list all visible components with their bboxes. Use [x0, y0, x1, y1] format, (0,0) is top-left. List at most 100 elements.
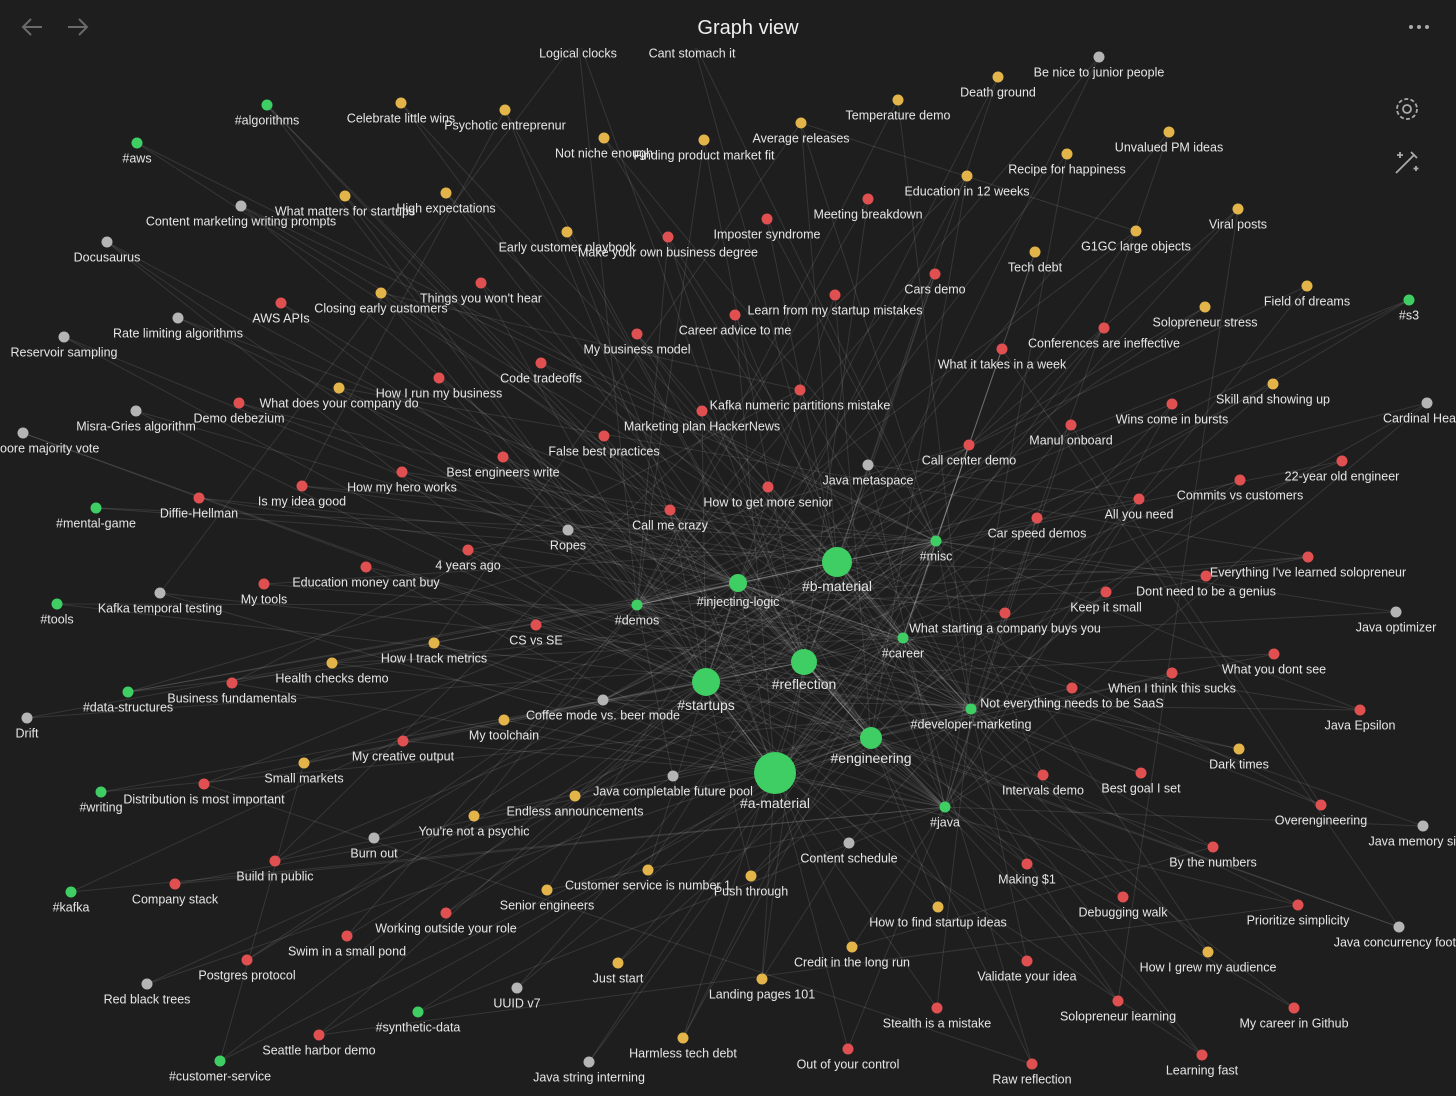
edge	[1117, 208, 1239, 1002]
edge	[705, 479, 1241, 683]
graph-node	[999, 607, 1011, 619]
graph-node	[269, 855, 281, 867]
back-button[interactable]	[21, 18, 42, 36]
edge	[737, 153, 1068, 584]
graph-node	[1421, 397, 1433, 409]
edge	[127, 561, 838, 693]
edge	[737, 582, 1006, 614]
node-label: Content schedule	[800, 852, 897, 866]
node-label: Kafka numeric partitions mistake	[710, 399, 891, 413]
graph-node	[541, 884, 553, 896]
edge	[373, 582, 739, 839]
node-label: Out of your control	[797, 1058, 900, 1072]
edge	[331, 637, 904, 664]
edge	[274, 681, 707, 862]
edge	[851, 806, 946, 948]
edge	[944, 517, 1038, 808]
edge	[503, 661, 805, 721]
node-label: Not everything needs to be SaaS	[980, 697, 1163, 711]
edge	[705, 653, 1275, 683]
edge	[705, 582, 739, 683]
graph-node	[499, 104, 511, 116]
node-label: 4 years ago	[435, 559, 500, 573]
more-button[interactable]	[1409, 25, 1429, 29]
node-label: #synthetic-data	[376, 1021, 461, 1035]
edge	[800, 122, 937, 542]
edge	[263, 540, 937, 585]
edge	[318, 904, 1299, 1036]
edge	[870, 383, 1274, 739]
edge	[944, 153, 1068, 808]
header-title: Graph view	[697, 17, 799, 39]
node-label: #developer-marketing	[911, 718, 1032, 732]
node-label: #tools	[40, 613, 73, 627]
node-label: Marketing plan HackerNews	[624, 420, 780, 434]
graph-node	[428, 637, 440, 649]
graph-node	[692, 668, 720, 696]
edge	[636, 236, 669, 606]
edge	[944, 402, 1428, 808]
graph-node	[930, 535, 942, 547]
graph-node	[1288, 1002, 1300, 1014]
graph-node	[1065, 419, 1077, 431]
node-label: Solopreneur learning	[1060, 1010, 1176, 1024]
node-label: Unvalued PM ideas	[1115, 141, 1223, 155]
edge	[774, 772, 1299, 906]
edge	[380, 292, 972, 710]
graph-node	[562, 524, 574, 536]
edge	[902, 637, 1124, 898]
node-label: Cant stomach it	[649, 47, 736, 61]
node-label: By the numbers	[1169, 856, 1257, 870]
settings-button[interactable]	[1396, 98, 1418, 120]
node-label: #engineering	[831, 750, 912, 766]
graph-node	[842, 1043, 854, 1055]
edge	[56, 603, 638, 606]
edge	[870, 444, 970, 739]
edge	[761, 772, 776, 980]
graph-node	[1417, 820, 1429, 832]
graph-node	[396, 466, 408, 478]
node-label: Drift	[16, 727, 39, 741]
magic-wand-button[interactable]	[1395, 151, 1419, 174]
edge	[546, 806, 946, 891]
edge	[473, 604, 638, 817]
edge	[647, 561, 838, 871]
node-label: Push through	[714, 885, 788, 899]
graph-node	[440, 907, 452, 919]
node-label: Burn out	[350, 847, 398, 861]
edge	[438, 377, 805, 663]
edge	[774, 772, 1203, 1056]
graph-node	[1166, 398, 1178, 410]
edge	[944, 403, 1173, 808]
node-label: How to get more senior	[703, 496, 832, 510]
node-label: High expectations	[396, 202, 495, 216]
edge	[803, 556, 1309, 663]
edge	[365, 566, 776, 774]
node-label: Manul onboard	[1029, 434, 1112, 448]
edge	[803, 198, 869, 663]
edge	[667, 236, 972, 710]
edge	[705, 681, 1214, 848]
edge	[636, 402, 1428, 606]
edge	[22, 432, 707, 683]
edge	[836, 273, 936, 563]
forward-button[interactable]	[68, 18, 89, 36]
graph-node	[754, 752, 796, 794]
node-label: Things you won't hear	[420, 292, 542, 306]
edge	[602, 699, 1361, 711]
node-label: Raw reflection	[992, 1073, 1071, 1087]
edge	[737, 582, 1028, 865]
edge	[970, 591, 1107, 710]
edge	[135, 410, 946, 808]
edge	[691, 37, 937, 542]
edge	[238, 402, 838, 563]
edge	[467, 549, 872, 739]
edge	[803, 299, 1410, 663]
node-label: Car speed demos	[988, 527, 1087, 541]
node-label: Dark times	[1209, 758, 1269, 772]
edge	[803, 661, 1299, 906]
edge	[836, 76, 999, 563]
edge	[800, 122, 838, 563]
node-label: Build in public	[236, 870, 313, 884]
edge	[836, 561, 1006, 614]
